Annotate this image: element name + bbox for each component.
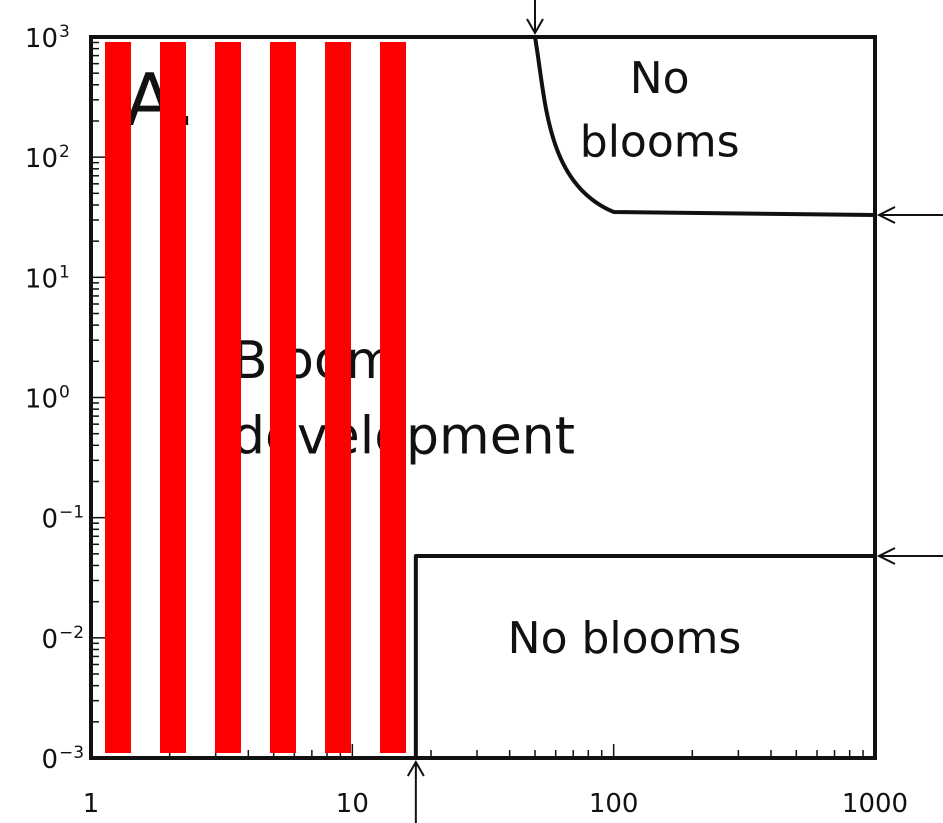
red-stripe bbox=[215, 42, 241, 753]
boundary-lower bbox=[413, 553, 875, 758]
region-label: blooms bbox=[580, 117, 740, 168]
plot-frame bbox=[89, 35, 877, 760]
y-tick-exponent: −1 bbox=[59, 503, 84, 523]
arrow-left bbox=[876, 206, 943, 224]
y-tick-exponent: −3 bbox=[59, 743, 84, 763]
x-tick-label: 1000 bbox=[842, 789, 908, 819]
red-stripe bbox=[105, 42, 131, 753]
y-tick-exponent: 1 bbox=[59, 262, 70, 282]
y-tick-exponent: 2 bbox=[59, 142, 70, 162]
y-tick-label: 0 bbox=[41, 505, 58, 535]
y-tick-label: 10 bbox=[25, 24, 58, 54]
red-stripe bbox=[270, 42, 296, 753]
region-label: No blooms bbox=[508, 613, 742, 664]
y-tick-exponent: 3 bbox=[59, 22, 70, 42]
y-tick-label: 10 bbox=[25, 264, 58, 294]
x-tick-label: 100 bbox=[589, 789, 639, 819]
y-tick-label: 0 bbox=[41, 625, 58, 655]
red-stripe bbox=[160, 42, 186, 753]
y-tick-label: 0 bbox=[41, 745, 58, 775]
region-label: Bloom bbox=[232, 331, 396, 391]
red-stripe bbox=[325, 42, 351, 753]
y-tick-exponent: −2 bbox=[59, 623, 84, 643]
arrow-down bbox=[526, 0, 544, 36]
arrow-left bbox=[876, 547, 943, 565]
arrow-up bbox=[406, 759, 425, 823]
region-label: No bbox=[630, 53, 690, 104]
y-tick-exponent: 0 bbox=[59, 383, 70, 403]
red-stripe bbox=[380, 42, 406, 753]
boundary-upper bbox=[533, 36, 876, 218]
y-tick-label: 10 bbox=[25, 385, 58, 415]
y-tick-label: 10 bbox=[25, 144, 58, 174]
x-tick-label: 10 bbox=[336, 789, 369, 819]
x-tick-label: 1 bbox=[83, 789, 100, 819]
